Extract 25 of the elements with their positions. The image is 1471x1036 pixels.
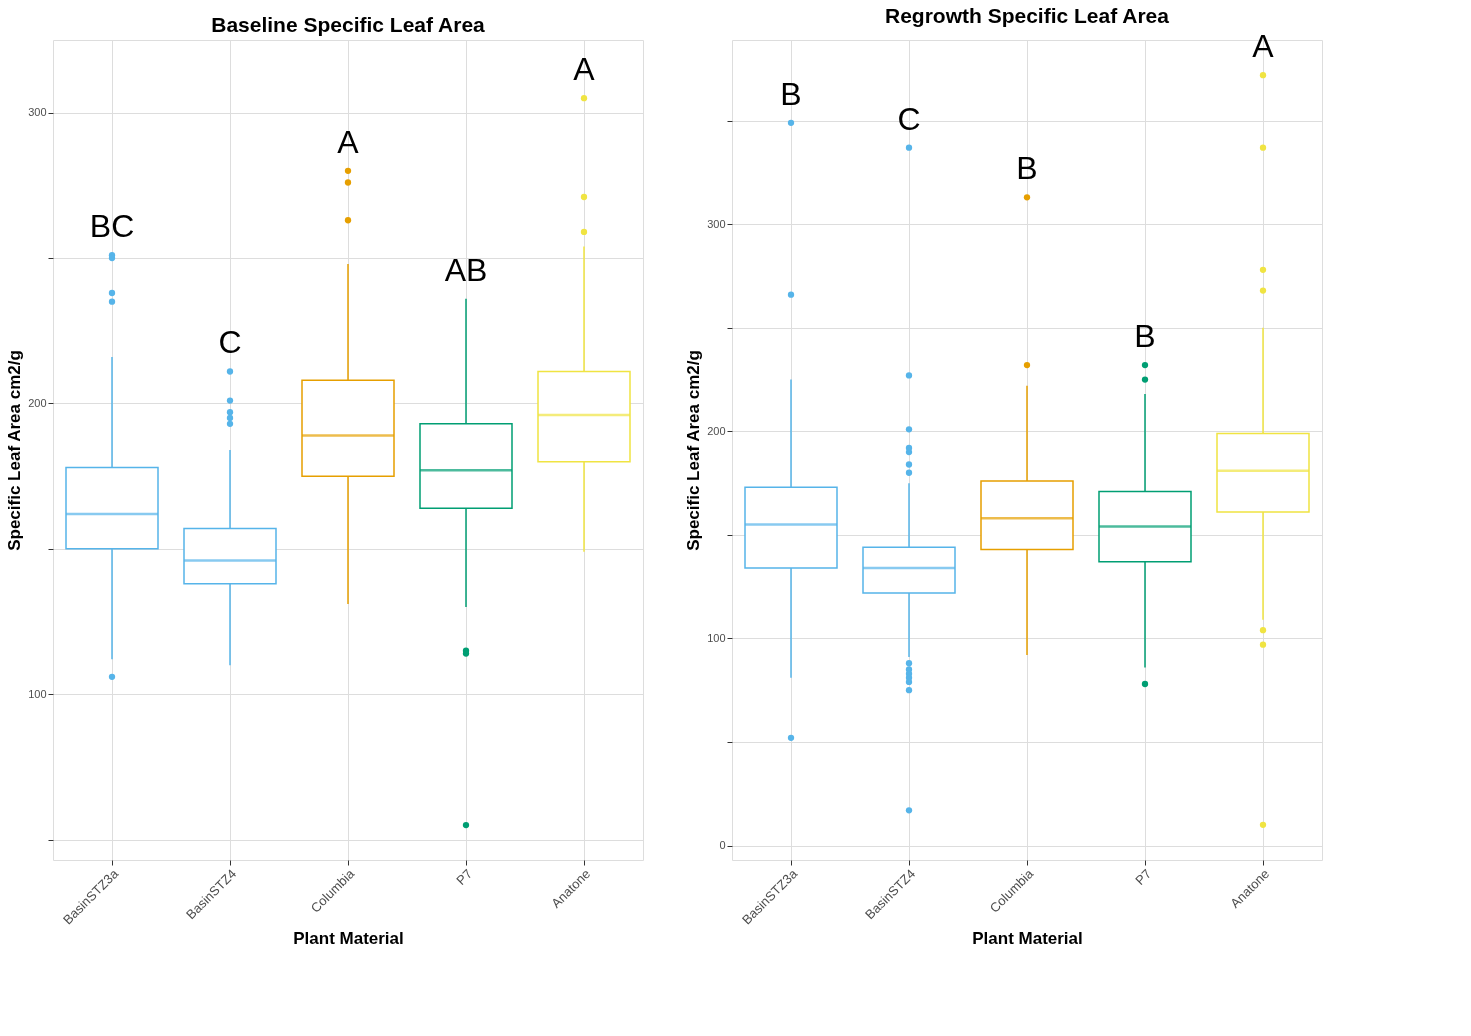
y-tick-label: 100 [707, 631, 726, 644]
annotation: BC [89, 208, 135, 245]
annotation: A [573, 51, 596, 88]
annotation: AB [444, 251, 488, 288]
y-tick-label: 200 [707, 424, 726, 437]
annotation: B [1134, 318, 1156, 355]
x-tick-label: P7 [1132, 866, 1155, 888]
chart-title: Baseline Specific Leaf Area [211, 13, 486, 36]
annotation: C [897, 100, 921, 137]
y-tick-label: 100 [28, 687, 47, 700]
y-axis-title: Specific Leaf Area cm2/g [5, 350, 25, 551]
y-tick-label: 300 [28, 106, 47, 119]
x-axis-title: Plant Material [293, 929, 404, 949]
chart-title: Regrowth Specific Leaf Area [885, 4, 1170, 28]
x-tick-label: P7 [453, 866, 476, 888]
annotation: A [337, 123, 360, 160]
annotation: C [218, 324, 242, 361]
annotation: B [780, 75, 802, 112]
y-tick-label: 200 [28, 396, 47, 409]
y-tick-label: 0 [719, 839, 726, 852]
annotation: B [1016, 150, 1038, 187]
annotation: A [1252, 28, 1275, 65]
y-axis-title: Specific Leaf Area cm2/g [684, 350, 704, 551]
x-axis-title: Plant Material [972, 929, 1083, 949]
y-tick-label: 300 [707, 217, 726, 230]
